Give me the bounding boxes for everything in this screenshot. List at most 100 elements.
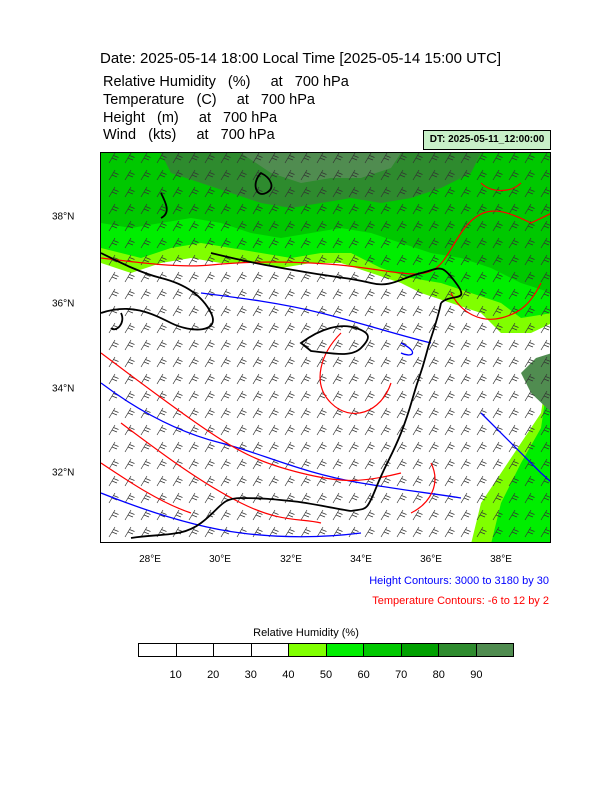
wind-barb (524, 390, 535, 402)
x-tick-label: 34°E (350, 554, 372, 565)
wind-barb (332, 509, 343, 521)
wind-barb (284, 373, 295, 385)
wind-barb (172, 186, 183, 198)
wind-barb (492, 492, 503, 504)
wind-barb (188, 356, 199, 368)
wind-barb (124, 339, 135, 351)
wind-barb (380, 254, 391, 266)
wind-barb (524, 526, 535, 538)
wind-barb (428, 492, 439, 504)
wind-barb (140, 186, 151, 198)
wind-barb (156, 407, 167, 419)
wind-barb (284, 254, 295, 266)
wind-barb (300, 322, 311, 334)
wind-barb (332, 339, 343, 351)
wind-barb (492, 458, 503, 470)
wind-barb (476, 526, 487, 538)
wind-barb (444, 407, 455, 419)
wind-barb (380, 186, 391, 198)
wind-barb (380, 526, 391, 538)
wind-barb (204, 390, 215, 402)
wind-barb (236, 220, 247, 232)
wind-barb (204, 339, 215, 351)
wind-barb (332, 153, 343, 164)
wind-barb (108, 475, 119, 487)
wind-barb (172, 475, 183, 487)
wind-barb (124, 356, 135, 368)
height-contours (101, 292, 550, 538)
wind-barb (252, 390, 263, 402)
wind-barb (236, 526, 247, 538)
wind-barb (284, 153, 295, 164)
wind-barb (332, 203, 343, 215)
y-tick-label: 34°N (52, 383, 75, 395)
wind-barb (316, 288, 327, 300)
wind-barb (348, 390, 359, 402)
wind-barb (268, 220, 279, 232)
wind-barb (268, 237, 279, 249)
colorbar-label: 50 (319, 669, 333, 681)
wind-barb (300, 305, 311, 317)
wind-barb (524, 169, 535, 181)
wind-barb (108, 288, 119, 300)
wind-barb (460, 458, 471, 470)
wind-barb (524, 288, 535, 300)
wind-barb (540, 509, 550, 521)
wind-barb (252, 373, 263, 385)
wind-barb (204, 441, 215, 453)
wind-barb (348, 526, 359, 538)
wind-barb (444, 390, 455, 402)
wind-barb (140, 153, 151, 164)
wind-barb (444, 169, 455, 181)
wind-barb (188, 305, 199, 317)
temperature-contours (101, 182, 550, 524)
wind-barb (332, 186, 343, 198)
wind-barb (300, 254, 311, 266)
wind-barb (396, 407, 407, 419)
wind-barb (492, 339, 503, 351)
wind-barb (300, 356, 311, 368)
wind-barb (236, 390, 247, 402)
wind-barb (156, 254, 167, 266)
wind-barb (444, 441, 455, 453)
colorbar-label: 30 (244, 669, 257, 681)
colorbar-title: Relative Humidity (%) (253, 627, 359, 639)
wind-barb (492, 254, 503, 266)
wind-barb (252, 407, 263, 419)
wind-barb (412, 322, 423, 334)
wind-barb (188, 186, 199, 198)
wind-barb (172, 153, 183, 164)
wind-barb (508, 288, 519, 300)
wind-barb (364, 271, 375, 283)
wind-barb (476, 373, 487, 385)
wind-barb (348, 254, 359, 266)
wind-barb (380, 237, 391, 249)
wind-barb (364, 203, 375, 215)
wind-barb (428, 373, 439, 385)
wind-barb (316, 339, 327, 351)
wind-barb (124, 373, 135, 385)
wind-barb (540, 237, 550, 249)
wind-barb (492, 441, 503, 453)
wind-barb (460, 169, 471, 181)
wind-barb (188, 373, 199, 385)
wind-barb (236, 203, 247, 215)
map-graphic (101, 153, 550, 542)
wind-barb (492, 305, 503, 317)
wind-barb (348, 305, 359, 317)
wind-barb (156, 322, 167, 334)
wind-barb (396, 390, 407, 402)
wind-barb (508, 153, 519, 164)
colorbar-swatch (139, 644, 177, 656)
dt-label: DT: 2025-05-11_12:00:00 (423, 130, 551, 150)
wind-barb (524, 441, 535, 453)
wind-barb (172, 237, 183, 249)
colorbar-swatch (176, 644, 214, 656)
wind-barb (444, 220, 455, 232)
wind-barb (524, 407, 535, 419)
wind-barb (460, 203, 471, 215)
wind-barb (364, 305, 375, 317)
wind-barb (508, 339, 519, 351)
wind-barb (284, 271, 295, 283)
wind-barb (332, 407, 343, 419)
